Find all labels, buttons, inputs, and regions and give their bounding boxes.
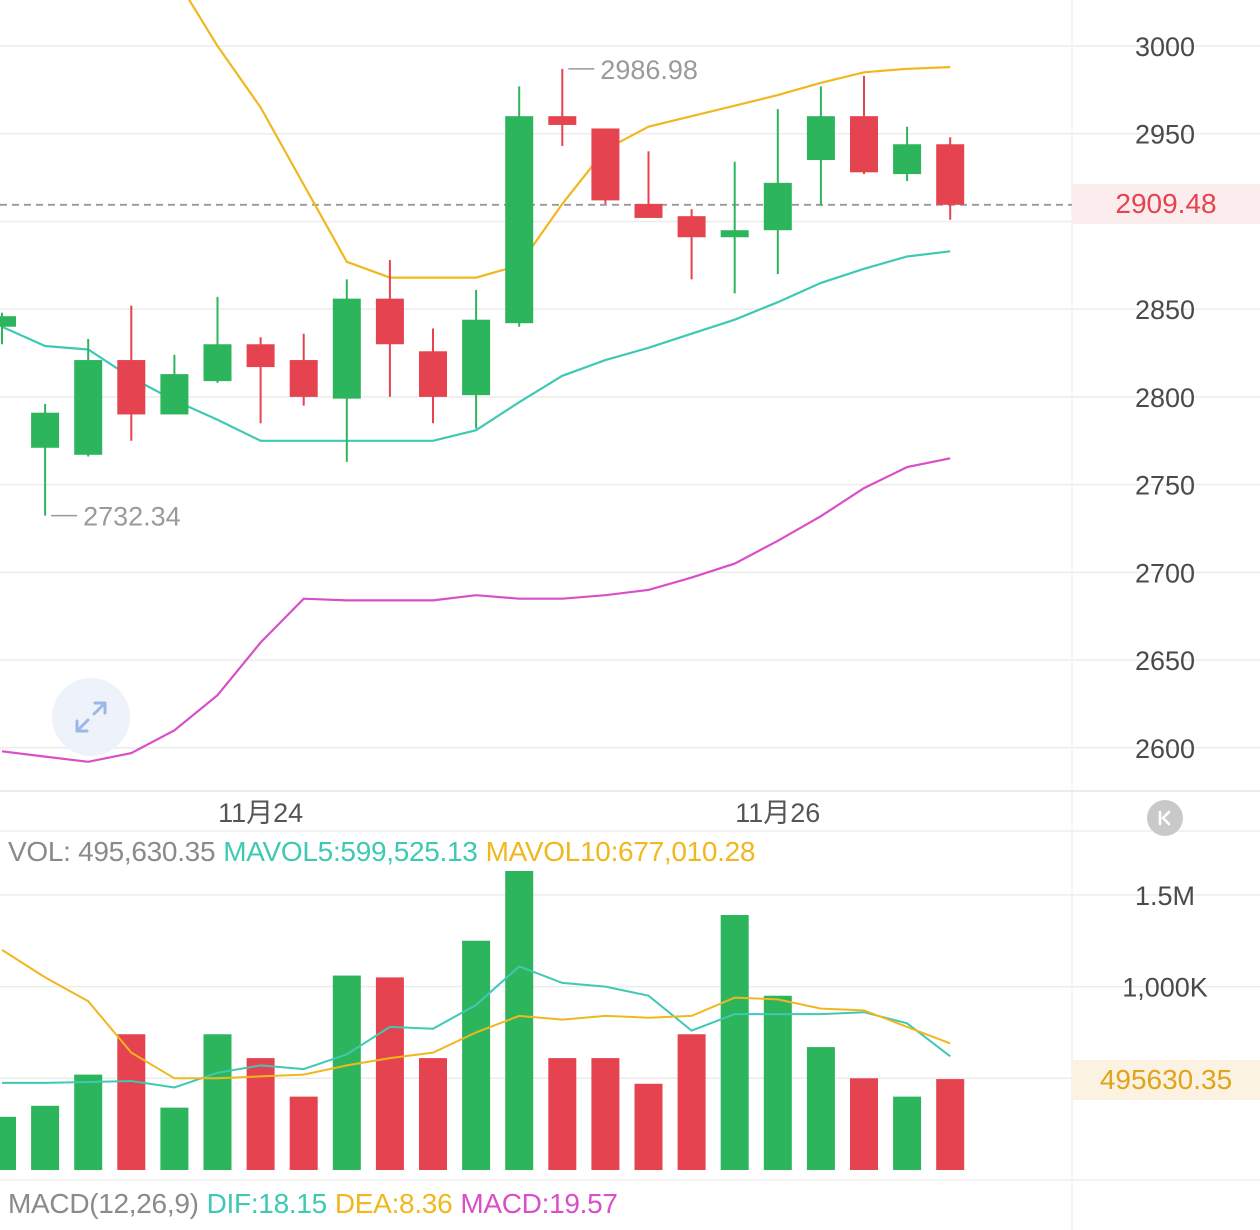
- ma-line: [1, 250, 951, 442]
- price-axis-label: 2600: [1135, 734, 1195, 764]
- price-axis-label: 3000: [1135, 32, 1195, 62]
- volume-bar: [720, 915, 749, 1170]
- candle-body: [462, 319, 491, 396]
- candle-body: [591, 128, 620, 201]
- volume-bar: [850, 1078, 878, 1170]
- volume-bar: [936, 1079, 965, 1170]
- candle-body: [893, 144, 922, 175]
- mavol10-label: MAVOL10:677,010.28: [485, 836, 756, 867]
- macd-value-label: MACD:19.57: [460, 1188, 618, 1219]
- candle-body: [763, 182, 792, 231]
- volume-average-lines: [1, 949, 951, 1089]
- price-axis-label: 2700: [1135, 558, 1195, 588]
- k-line-button[interactable]: [1147, 800, 1183, 836]
- date-axis-label: 11月24: [218, 798, 303, 828]
- candle-body: [289, 360, 318, 397]
- volume-bar: [419, 1058, 447, 1170]
- volume-bar: [677, 1034, 706, 1170]
- volume-axis-label: 1,000K: [1122, 973, 1208, 1003]
- volume-ma-line: [1, 949, 951, 1080]
- mavol5-label: MAVOL5:599,525.13: [223, 836, 478, 867]
- expand-button[interactable]: [52, 678, 130, 756]
- volume-bar: [806, 1047, 835, 1170]
- volume-bar: [375, 977, 404, 1170]
- price-axis-label: 2950: [1135, 120, 1195, 150]
- volume-axis-label: 1.5M: [1135, 881, 1195, 911]
- volume-bar: [763, 995, 792, 1170]
- volume-ma-line: [2, 965, 951, 1089]
- macd-header: MACD(12,26,9) DIF:18.15 DEA:8.36 MACD:19.57: [8, 1188, 626, 1220]
- dea-label: DEA:8.36: [334, 1188, 453, 1219]
- candle-body: [936, 144, 965, 205]
- ma-line: [187, 0, 951, 279]
- last-volume-tag: 495630.35: [1072, 1060, 1260, 1100]
- price-axis-label: 2750: [1135, 471, 1195, 501]
- ma-line: [1, 457, 951, 763]
- candle-body: [850, 116, 878, 173]
- price-axis-label: 2650: [1135, 646, 1195, 676]
- candle-body: [375, 298, 404, 345]
- moving-average-lines: [1, 0, 951, 763]
- candle-body: [246, 344, 275, 368]
- candle-body: [31, 412, 60, 448]
- volume-bar: [289, 1096, 318, 1170]
- vol-value-label: VOL: 495,630.35: [8, 836, 216, 867]
- volume-bar: [548, 1058, 577, 1170]
- volume-bar: [160, 1107, 189, 1170]
- volume-bar: [31, 1105, 60, 1170]
- candle-body: [634, 203, 663, 218]
- volume-bar: [117, 1034, 146, 1170]
- volume-bar: [634, 1083, 663, 1170]
- dif-label: DIF:18.15: [206, 1188, 328, 1219]
- candle-body: [332, 298, 361, 399]
- extreme-marker-label: 2732.34: [83, 502, 181, 532]
- candle-body: [720, 230, 749, 238]
- candle-body: [419, 351, 447, 397]
- expand-arrows-icon: [75, 701, 107, 733]
- date-axis-label: 11月26: [735, 798, 820, 828]
- volume-bar: [0, 1116, 16, 1170]
- volume-bars: [0, 871, 965, 1170]
- volume-bar: [462, 940, 491, 1170]
- last-price-tag: 2909.48: [1072, 184, 1260, 224]
- volume-bar: [332, 975, 361, 1170]
- candles: [0, 68, 965, 516]
- macd-params-label: MACD(12,26,9): [8, 1188, 199, 1219]
- candle-body: [806, 116, 835, 161]
- volume-header: VOL: 495,630.35 MAVOL5:599,525.13 MAVOL10:…: [8, 836, 763, 868]
- volume-bar: [203, 1034, 232, 1170]
- volume-bar: [893, 1096, 922, 1170]
- candle-body: [203, 344, 232, 382]
- axis-labels: 2986.98 2732.34 3000 2950 2850 2800 2750 2700 26…: [51, 32, 1208, 1003]
- volume-bar: [246, 1058, 275, 1170]
- extreme-marker-label: 2986.98: [600, 55, 698, 85]
- candle-body: [677, 216, 706, 238]
- candle-body: [548, 116, 577, 125]
- candle-body: [505, 116, 534, 324]
- candle-body: [0, 316, 16, 327]
- candle-body: [74, 360, 103, 455]
- volume-bar: [591, 1058, 620, 1170]
- price-axis-label: 2800: [1135, 383, 1195, 413]
- volume-bar: [74, 1074, 103, 1170]
- price-axis-label: 2850: [1135, 295, 1195, 325]
- k-line-icon: [1158, 810, 1171, 826]
- candle-body: [117, 360, 146, 415]
- candle-body: [160, 374, 189, 415]
